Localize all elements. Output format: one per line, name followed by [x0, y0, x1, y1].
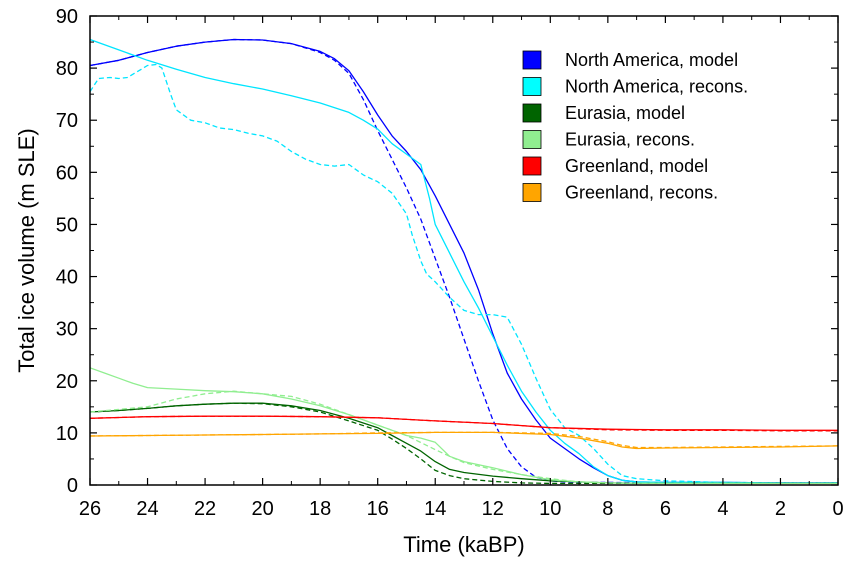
legend-label: Eurasia, model	[565, 103, 685, 123]
legend-label: North America, model	[565, 50, 738, 70]
x-tick-label: 24	[136, 498, 158, 520]
series-line	[89, 431, 839, 449]
legend-swatch	[522, 50, 542, 70]
x-tick-label: 0	[832, 498, 843, 520]
legend-label: Greenland, model	[565, 156, 708, 176]
legend-swatch	[522, 77, 542, 96]
legend-label: Eurasia, recons.	[565, 130, 695, 150]
series-line	[89, 402, 838, 485]
legend-label: North America, recons.	[565, 77, 748, 97]
y-tick-label: 40	[56, 267, 78, 289]
y-tick-label: 60	[56, 162, 78, 184]
y-tick-label: 80	[56, 58, 78, 80]
x-tick-label: 6	[660, 498, 671, 520]
x-axis-title: Time (kaBP)	[403, 532, 524, 557]
y-tick-label: 70	[56, 110, 78, 132]
y-tick-label: 0	[67, 475, 78, 497]
x-tick-label: 12	[482, 498, 504, 520]
x-tick-label: 2	[775, 498, 786, 520]
y-tick-label: 30	[56, 319, 78, 341]
ticks-layer: 26 24 22 20 18 16 14 12 10 8 6 4 2 001020304050607080…	[56, 6, 844, 520]
x-tick-label: 8	[602, 498, 613, 520]
x-tick-label: 4	[717, 498, 728, 520]
legend-label: Greenland, recons.	[565, 183, 718, 203]
legend: North America, model North America, recon…	[522, 50, 748, 203]
x-tick-label: 22	[194, 498, 216, 520]
series-line	[89, 38, 838, 484]
y-tick-label: 10	[56, 423, 78, 445]
series-line	[89, 402, 838, 485]
x-tick-label: 10	[539, 498, 561, 520]
series-line	[89, 390, 838, 485]
legend-swatch	[522, 103, 542, 123]
series-line	[89, 367, 838, 485]
x-tick-label: 26	[79, 498, 101, 520]
y-axis-title: Total ice volume (m SLE)	[14, 128, 39, 373]
series-line	[89, 415, 838, 432]
x-tick-label: 16	[367, 498, 389, 520]
series-line	[89, 63, 838, 484]
x-tick-label: 14	[424, 498, 446, 520]
legend-swatch	[522, 183, 542, 202]
legend-swatch	[522, 156, 542, 176]
legend-swatch	[522, 130, 542, 149]
series-line	[89, 415, 838, 431]
y-tick-label: 20	[56, 371, 78, 393]
x-tick-label: 20	[251, 498, 273, 520]
x-tick-label: 18	[309, 498, 331, 520]
y-tick-label: 90	[56, 6, 78, 28]
y-tick-label: 50	[56, 214, 78, 236]
series-layer	[89, 38, 839, 485]
